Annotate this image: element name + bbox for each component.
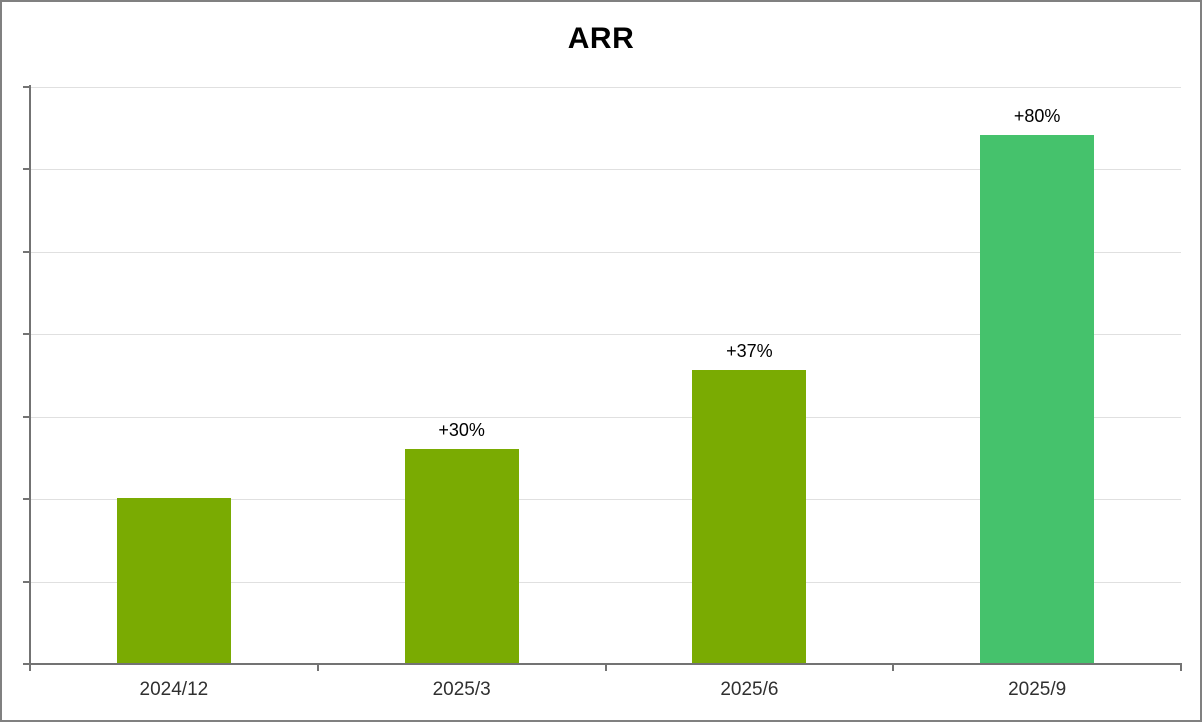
gridline (31, 87, 1181, 88)
y-axis-tick (23, 415, 29, 418)
x-axis-line (29, 663, 1182, 665)
plot-area: +30% +37% +80% 2024/12 2025/3 2025/6 2025/9 (23, 85, 1182, 700)
bar-data-label: +37% (726, 340, 773, 361)
x-axis-label: 2024/12 (139, 679, 209, 700)
y-axis-line (29, 85, 31, 671)
gridline (31, 334, 1181, 336)
x-axis-label: 2025/3 (432, 679, 491, 700)
y-axis-tick (23, 250, 29, 253)
y-axis-tick (23, 663, 29, 665)
y-axis-tick (23, 333, 29, 336)
chart-title: ARR (567, 22, 635, 55)
x-axis-tick (892, 665, 895, 671)
x-axis-tick (316, 665, 319, 671)
bar-2025/9 (980, 135, 1095, 663)
y-axis-tick (23, 168, 29, 171)
x-axis-label: 2025/9 (1008, 679, 1067, 700)
bar-2025/3 (404, 448, 519, 663)
gridline (31, 499, 1181, 501)
y-axis-tick (23, 580, 29, 583)
y-axis-tick (23, 86, 29, 88)
gridline (31, 251, 1181, 253)
y-axis-tick (23, 498, 29, 501)
bar-data-label: +30% (438, 419, 485, 440)
x-axis-tick (604, 665, 607, 671)
gridline (31, 416, 1181, 418)
gridline (31, 169, 1181, 171)
bar-data-label: +80% (1013, 106, 1061, 127)
gridline (31, 581, 1181, 583)
bar-2025/6 (692, 369, 807, 663)
bar-2024/12 (116, 498, 231, 663)
x-axis-label: 2025/6 (720, 679, 779, 700)
x-axis-tick (1180, 665, 1182, 671)
